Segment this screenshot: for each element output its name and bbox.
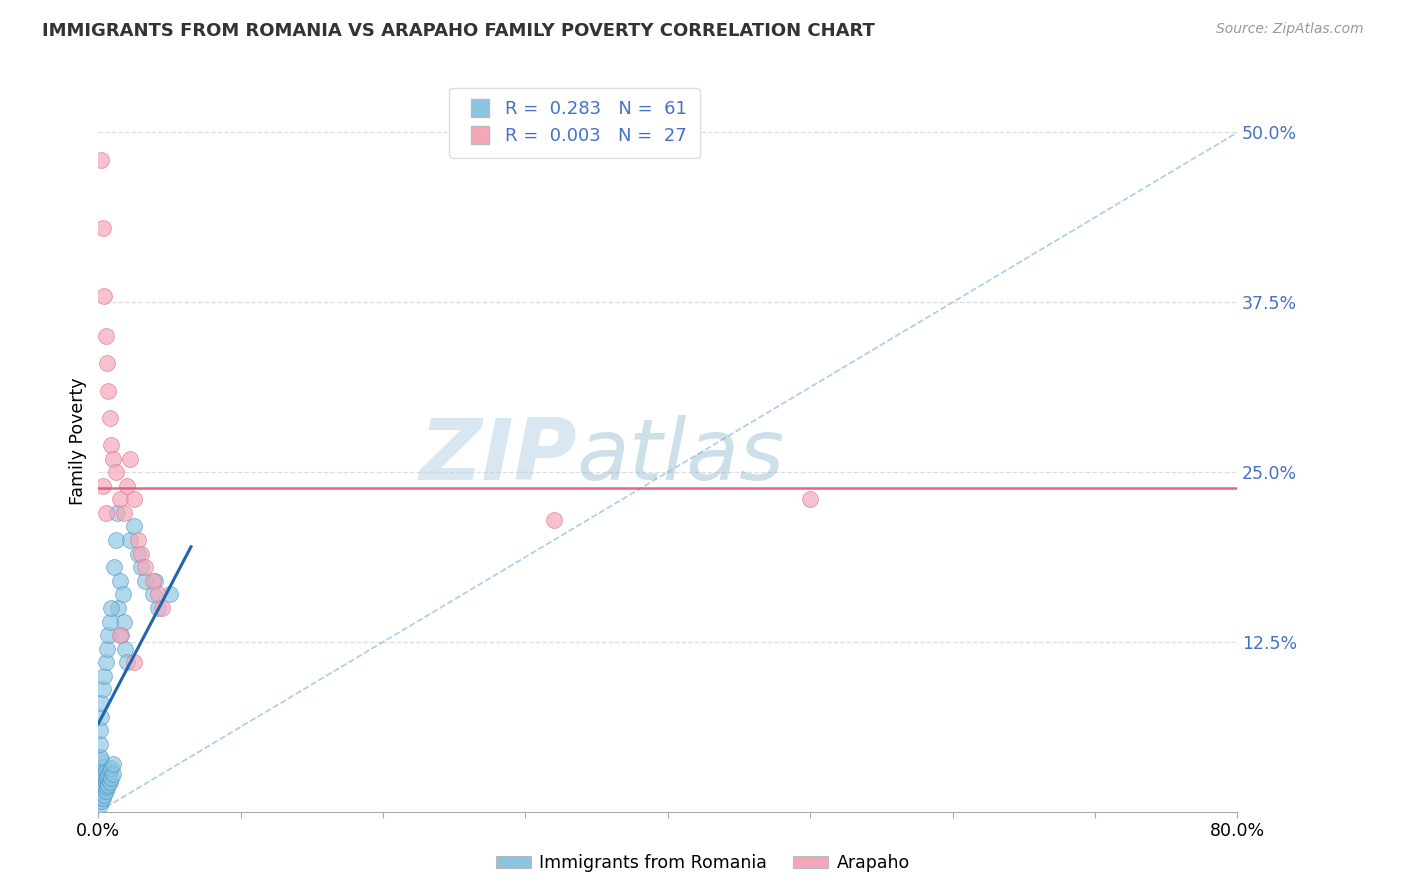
- Point: [96, 641, 118, 656]
- Point: [93, 669, 115, 683]
- Point: [127, 533, 149, 547]
- Point: [91, 791, 114, 805]
- Text: IMMIGRANTS FROM ROMANIA VS ARAPAHO FAMILY POVERTY CORRELATION CHART: IMMIGRANTS FROM ROMANIA VS ARAPAHO FAMIL…: [42, 22, 875, 40]
- Point: [100, 761, 122, 775]
- Point: [96, 780, 118, 795]
- Point: [111, 587, 134, 601]
- Point: [90, 794, 112, 808]
- Point: [94, 774, 117, 789]
- Point: [90, 709, 112, 723]
- Point: [94, 655, 117, 669]
- Point: [115, 478, 138, 492]
- Point: [93, 789, 115, 803]
- Legend: R =  0.283   N =  61, R =  0.003   N =  27: R = 0.283 N = 61, R = 0.003 N = 27: [449, 87, 700, 158]
- Point: [91, 760, 114, 774]
- Text: Source: ZipAtlas.com: Source: ZipAtlas.com: [1216, 22, 1364, 37]
- Point: [93, 766, 115, 780]
- Point: [97, 778, 120, 792]
- Point: [91, 478, 114, 492]
- Point: [141, 587, 163, 601]
- Point: [100, 601, 122, 615]
- Text: ZIP: ZIP: [419, 415, 576, 498]
- Point: [115, 655, 138, 669]
- Point: [91, 682, 114, 697]
- Point: [90, 774, 112, 789]
- Point: [89, 771, 111, 785]
- Point: [129, 560, 152, 574]
- Point: [98, 410, 121, 425]
- Point: [112, 506, 135, 520]
- Point: [101, 766, 124, 780]
- Point: [129, 547, 152, 561]
- Point: [94, 506, 117, 520]
- Point: [122, 519, 145, 533]
- Point: [543, 513, 565, 527]
- Point: [101, 757, 124, 772]
- Point: [110, 628, 132, 642]
- Point: [141, 574, 163, 588]
- Point: [104, 465, 127, 479]
- Point: [89, 737, 111, 751]
- Point: [127, 547, 149, 561]
- Point: [98, 615, 121, 629]
- Y-axis label: Family Poverty: Family Poverty: [69, 378, 87, 505]
- Point: [97, 384, 120, 398]
- Point: [90, 784, 112, 798]
- Point: [118, 451, 141, 466]
- Point: [90, 696, 112, 710]
- Point: [148, 601, 170, 615]
- Point: [104, 533, 127, 547]
- Point: [89, 797, 111, 812]
- Point: [90, 153, 112, 167]
- Point: [112, 615, 135, 629]
- Point: [91, 769, 114, 783]
- Point: [105, 506, 128, 520]
- Point: [107, 601, 129, 615]
- Point: [89, 723, 111, 738]
- Point: [100, 771, 122, 785]
- Point: [100, 438, 122, 452]
- Point: [108, 628, 131, 642]
- Text: atlas: atlas: [576, 415, 785, 498]
- Point: [122, 492, 145, 507]
- Point: [96, 771, 118, 785]
- Point: [91, 780, 114, 795]
- Point: [93, 778, 115, 792]
- Point: [97, 628, 120, 642]
- Point: [97, 766, 120, 780]
- Legend: Immigrants from Romania, Arapaho: Immigrants from Romania, Arapaho: [489, 847, 917, 879]
- Point: [94, 764, 117, 778]
- Point: [148, 587, 170, 601]
- Point: [89, 784, 111, 798]
- Point: [101, 451, 124, 466]
- Point: [89, 791, 111, 805]
- Point: [103, 560, 125, 574]
- Point: [145, 574, 167, 588]
- Point: [799, 492, 821, 507]
- Point: [134, 560, 156, 574]
- Point: [89, 778, 111, 792]
- Point: [96, 356, 118, 370]
- Point: [114, 641, 136, 656]
- Point: [98, 774, 121, 789]
- Point: [108, 492, 131, 507]
- Point: [90, 753, 112, 767]
- Point: [122, 655, 145, 669]
- Point: [89, 750, 111, 764]
- Point: [93, 288, 115, 302]
- Point: [118, 533, 141, 547]
- Point: [91, 220, 114, 235]
- Point: [98, 764, 121, 778]
- Point: [94, 784, 117, 798]
- Point: [108, 574, 131, 588]
- Point: [94, 329, 117, 343]
- Point: [159, 587, 181, 601]
- Point: [90, 764, 112, 778]
- Point: [134, 574, 156, 588]
- Point: [152, 601, 174, 615]
